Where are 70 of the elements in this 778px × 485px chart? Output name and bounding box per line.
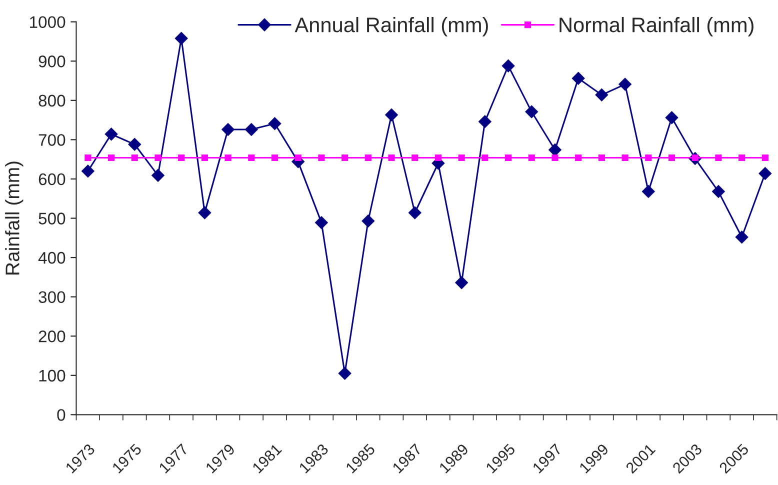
point <box>108 154 115 162</box>
point <box>504 154 512 162</box>
point <box>364 154 372 162</box>
point <box>385 108 398 122</box>
point <box>388 154 395 162</box>
point <box>412 154 418 162</box>
point <box>154 154 162 162</box>
point <box>84 154 92 162</box>
point <box>502 59 515 72</box>
point <box>458 154 465 162</box>
point <box>222 123 234 136</box>
point <box>224 154 232 162</box>
y-tick-label: 100 <box>39 370 66 382</box>
point <box>244 123 258 136</box>
point <box>268 117 282 130</box>
y-tick-label: 300 <box>38 291 66 304</box>
point <box>595 88 608 102</box>
point <box>482 154 488 162</box>
point <box>645 154 652 162</box>
legend-label: Normal Rainfall (mm) <box>560 17 754 36</box>
point <box>178 154 185 162</box>
point <box>762 154 768 162</box>
point <box>104 128 118 141</box>
point <box>758 167 772 180</box>
point <box>152 169 164 182</box>
y-axis-title: Rainfall (mm) <box>5 162 24 274</box>
point <box>525 105 538 118</box>
point <box>131 154 138 162</box>
point <box>408 206 422 220</box>
y-tick-label: 500 <box>38 212 66 224</box>
y-tick-label: 600 <box>38 173 66 186</box>
point <box>618 78 632 91</box>
point <box>552 154 558 162</box>
point <box>338 367 352 380</box>
point <box>82 164 94 178</box>
point <box>715 154 722 162</box>
y-tick-label: 400 <box>38 252 66 264</box>
y-tick-label: 0 <box>57 409 66 421</box>
point <box>712 185 725 198</box>
point <box>248 154 255 162</box>
point <box>665 111 678 124</box>
point <box>528 154 535 162</box>
point <box>668 154 676 162</box>
point <box>271 154 278 162</box>
point <box>622 154 628 162</box>
point <box>128 138 142 151</box>
y-tick-label: 700 <box>38 134 66 146</box>
y-tick-label: 200 <box>38 330 66 342</box>
point <box>478 115 492 128</box>
point <box>434 154 442 162</box>
point <box>362 214 375 228</box>
point <box>342 154 348 162</box>
y-tick-label: 900 <box>38 56 66 68</box>
point <box>174 32 188 45</box>
point <box>315 216 328 229</box>
point <box>201 154 208 162</box>
legend-label: Annual Rainfall (mm) <box>294 17 488 36</box>
point <box>455 276 468 290</box>
y-tick-label: 1000 <box>30 16 66 28</box>
point <box>738 154 746 162</box>
point <box>198 206 212 220</box>
point <box>735 230 748 244</box>
point <box>572 72 585 85</box>
point <box>642 185 655 198</box>
point <box>294 154 302 162</box>
point <box>598 154 605 162</box>
y-tick-label: 800 <box>38 94 66 107</box>
point <box>548 143 562 156</box>
point <box>575 154 582 162</box>
point <box>318 154 325 162</box>
